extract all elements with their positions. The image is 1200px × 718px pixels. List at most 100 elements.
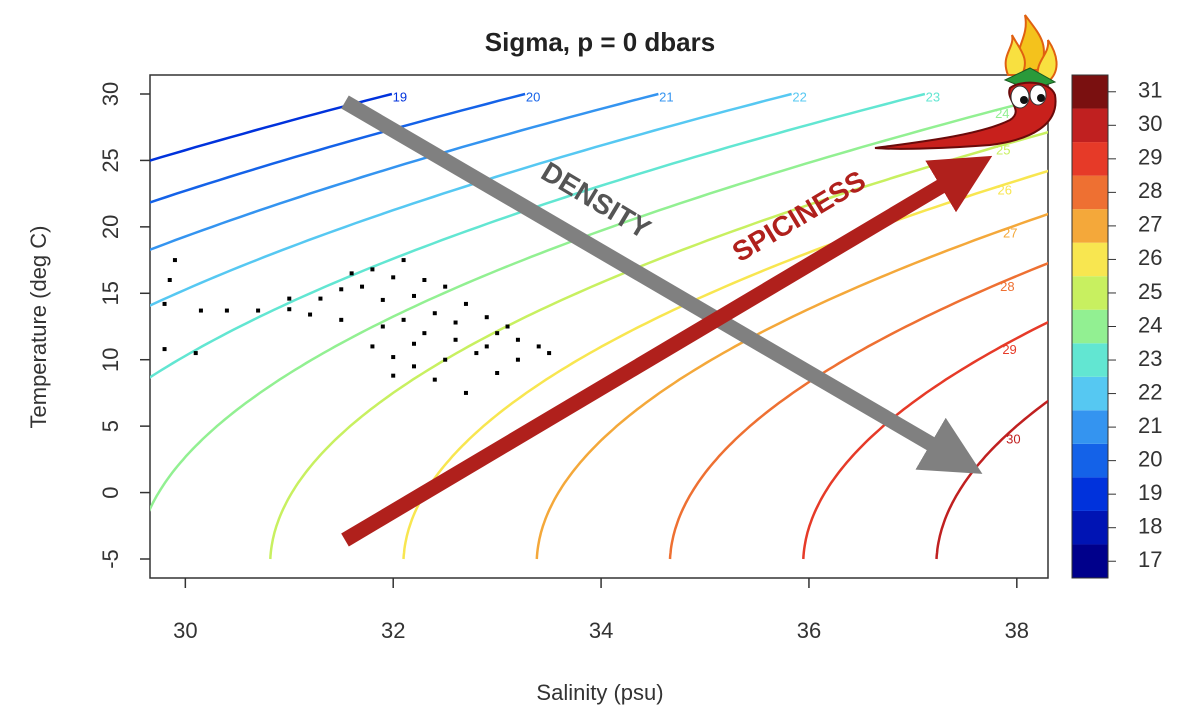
scatter-point bbox=[443, 284, 448, 289]
scatter-point bbox=[443, 357, 448, 362]
contour-label: 29 bbox=[1002, 342, 1016, 357]
scatter-point bbox=[172, 258, 177, 263]
contour-label: 26 bbox=[998, 182, 1012, 197]
contour-line bbox=[150, 92, 926, 379]
scatter-point bbox=[411, 293, 416, 298]
contour-line bbox=[150, 92, 659, 252]
scatter-point bbox=[349, 271, 354, 276]
colorbar-label: 24 bbox=[1138, 312, 1162, 337]
scatter-point bbox=[547, 351, 552, 356]
scatter-point bbox=[380, 297, 385, 302]
scatter-layer bbox=[162, 258, 552, 395]
contour-label: 25 bbox=[996, 143, 1010, 158]
plot-frame bbox=[149, 74, 1049, 579]
scatter-point bbox=[495, 331, 500, 336]
contour-line bbox=[150, 92, 792, 307]
scatter-point bbox=[339, 287, 344, 292]
y-axis-label: Temperature (deg C) bbox=[26, 226, 51, 429]
scatter-point bbox=[463, 390, 468, 395]
colorbar-band bbox=[1072, 544, 1108, 578]
colorbar-band bbox=[1072, 276, 1108, 310]
x-tick-label: 34 bbox=[589, 618, 613, 643]
density-arrow bbox=[341, 95, 983, 474]
colorbar-label: 19 bbox=[1138, 480, 1162, 505]
scatter-point bbox=[391, 275, 396, 280]
contour-line bbox=[150, 95, 1048, 512]
colorbar-band bbox=[1072, 108, 1108, 143]
colorbar-band bbox=[1072, 343, 1108, 377]
colorbar-band bbox=[1072, 175, 1108, 210]
scatter-point bbox=[515, 337, 520, 342]
scatter-point bbox=[162, 301, 167, 306]
scatter-point bbox=[411, 364, 416, 369]
scatter-point bbox=[463, 301, 468, 306]
contour-layer bbox=[150, 92, 1048, 560]
colorbar-label: 20 bbox=[1138, 446, 1162, 471]
contour-label: 27 bbox=[1003, 226, 1017, 241]
contour-label: 22 bbox=[792, 89, 806, 104]
scatter-point bbox=[287, 307, 292, 312]
scatter-point bbox=[453, 320, 458, 325]
scatter-point bbox=[256, 308, 261, 313]
scatter-point bbox=[432, 377, 437, 382]
contour-line bbox=[150, 92, 393, 162]
colorbar-label: 26 bbox=[1138, 245, 1162, 270]
y-tick-label: 5 bbox=[98, 420, 123, 432]
x-tick-label: 38 bbox=[1005, 618, 1029, 643]
colorbar-label: 23 bbox=[1138, 346, 1162, 371]
spiciness-arrow bbox=[341, 155, 993, 547]
x-tick-label: 30 bbox=[173, 618, 197, 643]
colorbar-label: 29 bbox=[1138, 145, 1162, 170]
scatter-point bbox=[370, 267, 375, 272]
pepper-icon bbox=[874, 14, 1058, 150]
colorbar-band bbox=[1072, 242, 1108, 277]
scatter-point bbox=[370, 344, 375, 349]
contour-label: 23 bbox=[926, 89, 940, 104]
scatter-point bbox=[198, 308, 203, 313]
scatter-point bbox=[484, 344, 489, 349]
y-tick-label: -5 bbox=[98, 549, 123, 569]
colorbar-band bbox=[1072, 477, 1108, 511]
colorbar-band bbox=[1072, 376, 1108, 411]
colorbar-band bbox=[1072, 75, 1108, 109]
colorbar-band bbox=[1072, 410, 1108, 444]
chart-title: Sigma, p = 0 dbars bbox=[485, 27, 715, 57]
scatter-point bbox=[536, 344, 541, 349]
x-tick-label: 32 bbox=[381, 618, 405, 643]
scatter-point bbox=[515, 357, 520, 362]
scatter-point bbox=[287, 296, 292, 301]
contour-label: 24 bbox=[995, 106, 1009, 121]
colorbar-label: 30 bbox=[1138, 111, 1162, 136]
contour-line bbox=[668, 261, 1048, 560]
scatter-point bbox=[411, 341, 416, 346]
scatter-point bbox=[401, 258, 406, 263]
colorbar-frame bbox=[1071, 74, 1109, 579]
y-tick-label: 15 bbox=[98, 281, 123, 305]
y-tick-label: 30 bbox=[98, 82, 123, 106]
contour-line bbox=[935, 399, 1048, 560]
scatter-point bbox=[318, 296, 323, 301]
scatter-point bbox=[308, 312, 313, 317]
scatter-point bbox=[422, 277, 427, 282]
contour-line bbox=[802, 320, 1048, 560]
contour-label: 19 bbox=[393, 89, 407, 104]
scatter-point bbox=[495, 371, 500, 376]
scatter-point bbox=[422, 331, 427, 336]
colorbar-band bbox=[1072, 443, 1108, 478]
scatter-point bbox=[167, 277, 172, 282]
scatter-point bbox=[391, 373, 396, 378]
scatter-point bbox=[339, 317, 344, 322]
scatter-point bbox=[193, 351, 198, 356]
y-tick-label: 20 bbox=[98, 215, 123, 239]
colorbar-label: 18 bbox=[1138, 514, 1162, 539]
scatter-point bbox=[505, 324, 510, 329]
y-tick-label: 10 bbox=[98, 347, 123, 371]
scatter-point bbox=[474, 351, 479, 356]
colorbar-label: 28 bbox=[1138, 178, 1162, 203]
scatter-point bbox=[380, 324, 385, 329]
colorbar-label: 22 bbox=[1138, 379, 1162, 404]
contour-label: 20 bbox=[526, 89, 540, 104]
colorbar-label: 17 bbox=[1138, 547, 1162, 572]
